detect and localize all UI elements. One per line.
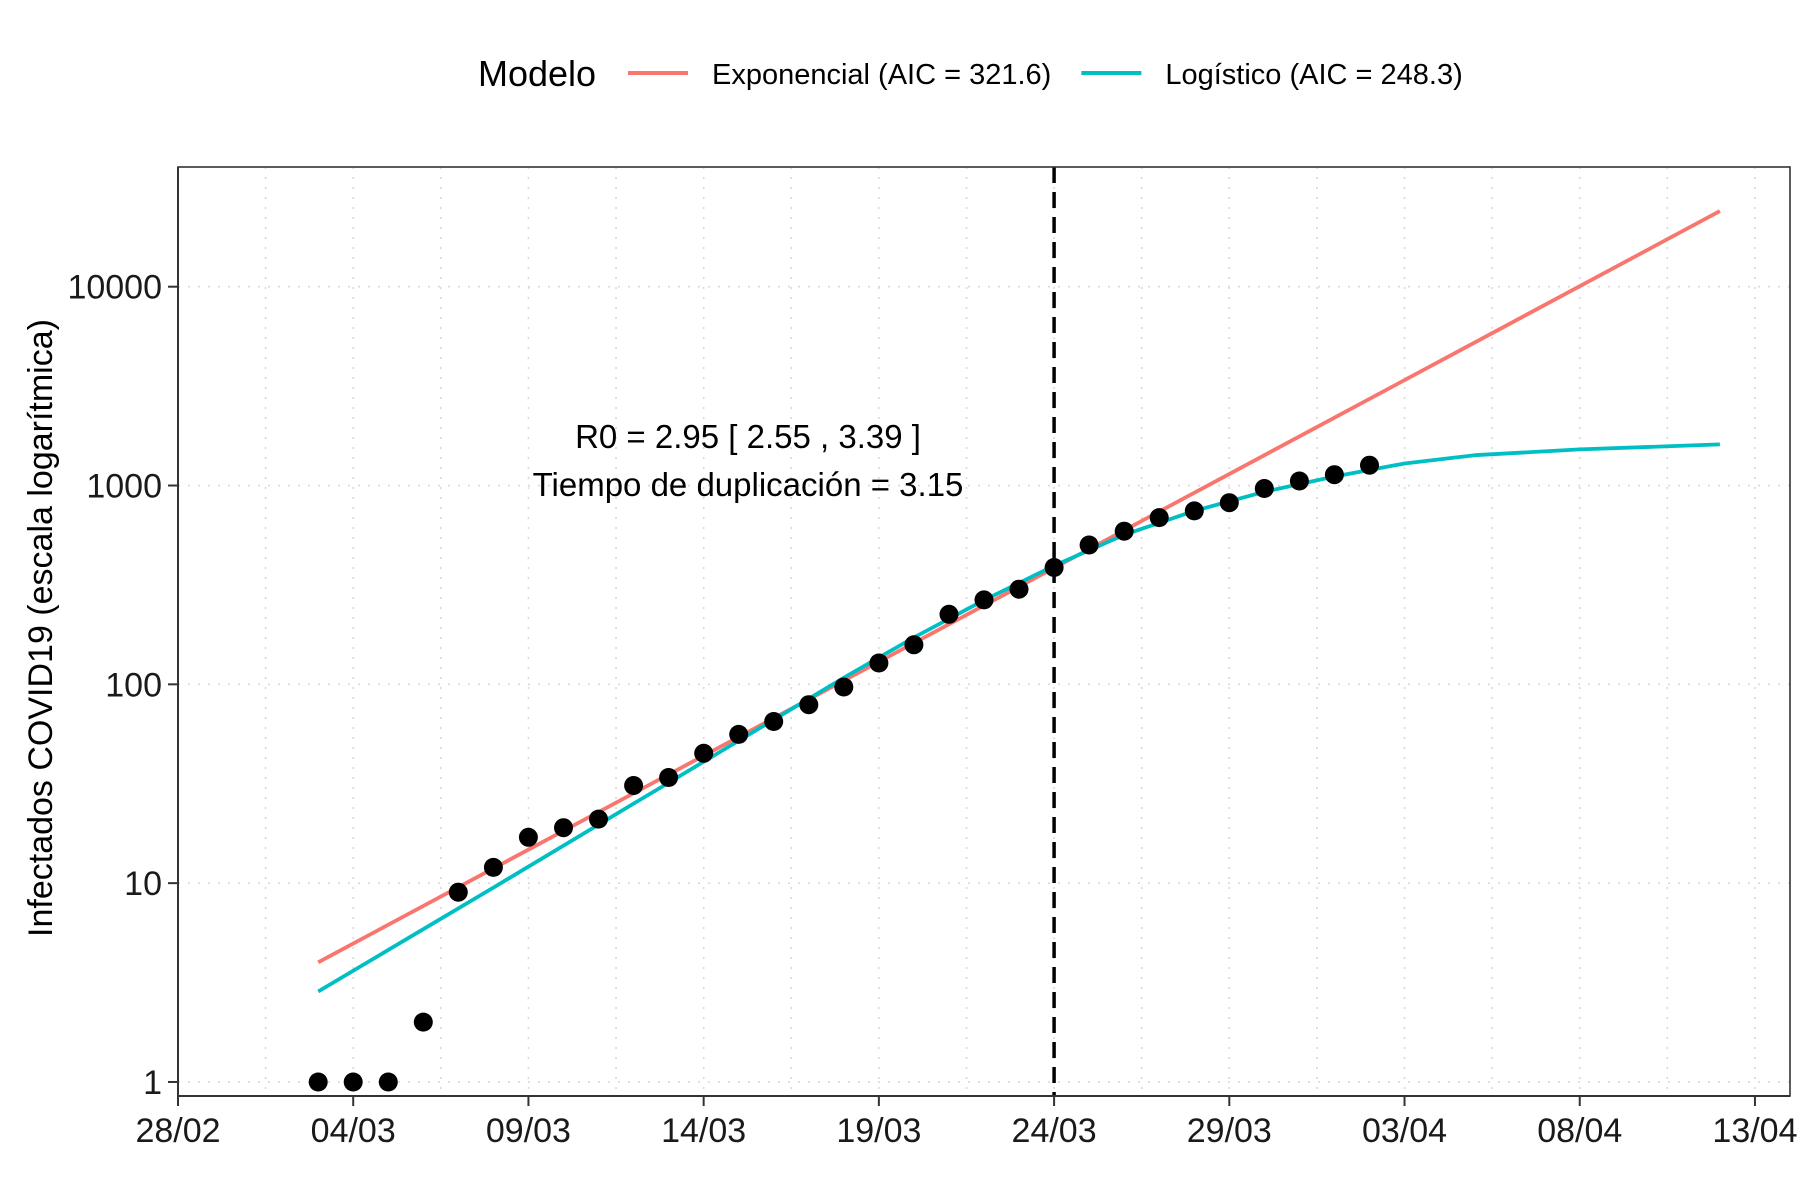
- data-point: [834, 677, 854, 697]
- data-point: [659, 768, 679, 787]
- x-tick-label: 04/03: [311, 1112, 396, 1150]
- data-point: [729, 724, 749, 744]
- data-point: [764, 712, 784, 731]
- data-point: [869, 653, 889, 673]
- data-point: [1219, 493, 1239, 513]
- data-point: [518, 827, 538, 847]
- observed-points: [308, 455, 1379, 1092]
- data-point: [308, 1072, 328, 1092]
- data-point: [1009, 579, 1029, 599]
- data-point: [413, 1012, 433, 1032]
- legend-title: Modelo: [478, 53, 596, 94]
- data-point: [1079, 535, 1099, 555]
- y-axis-title: Infectados COVID19 (escala logarítmica): [22, 319, 60, 937]
- legend: Modelo Exponencial (AIC = 321.6) Logísti…: [478, 53, 1463, 94]
- data-point: [343, 1072, 363, 1092]
- data-point: [448, 882, 468, 902]
- annotation-r0: R0 = 2.95 [ 2.55 , 3.39 ]: [575, 418, 921, 455]
- x-tick-label: 03/04: [1362, 1112, 1447, 1150]
- data-point: [378, 1072, 398, 1092]
- data-point: [1254, 479, 1274, 498]
- annotation-doubling-time: Tiempo de duplicación = 3.15: [533, 466, 964, 503]
- y-tick-label: 10: [124, 865, 162, 903]
- legend-label-exponencial: Exponencial (AIC = 321.6): [712, 59, 1051, 91]
- x-tick-label: 28/02: [135, 1112, 220, 1150]
- data-point: [1289, 471, 1309, 491]
- x-tick-label: 08/04: [1537, 1112, 1622, 1150]
- axes: [177, 166, 1791, 1097]
- x-tick-label: 29/03: [1187, 1112, 1272, 1150]
- data-point: [1360, 455, 1379, 475]
- data-point: [1044, 558, 1064, 577]
- data-point: [554, 818, 573, 838]
- tick-labels: 28/02 04/03 09/03 14/03 19/03 24/03 29/03 03/04…: [67, 269, 1797, 1150]
- data-point: [1184, 501, 1204, 521]
- x-tick-label: 14/03: [661, 1112, 746, 1150]
- data-point: [589, 809, 608, 829]
- data-point: [799, 695, 819, 715]
- data-point: [483, 857, 503, 877]
- x-tick-label: 24/03: [1012, 1112, 1097, 1150]
- data-point: [904, 635, 924, 655]
- legend-label-logistico: Logístico (AIC = 248.3): [1165, 59, 1462, 91]
- y-tick-label: 10000: [67, 269, 162, 307]
- y-tick-label: 1: [143, 1064, 162, 1102]
- y-tick-label: 100: [105, 666, 162, 704]
- x-tick-label: 09/03: [486, 1112, 571, 1150]
- data-point: [974, 590, 994, 610]
- data-point: [1149, 508, 1169, 528]
- data-point: [624, 776, 644, 795]
- data-point: [1324, 465, 1344, 485]
- data-point: [694, 743, 714, 763]
- y-tick-label: 1000: [86, 468, 162, 506]
- x-tick-label: 19/03: [836, 1112, 921, 1150]
- x-tick-label: 13/04: [1712, 1112, 1797, 1150]
- data-point: [939, 604, 959, 624]
- data-point: [1114, 521, 1134, 541]
